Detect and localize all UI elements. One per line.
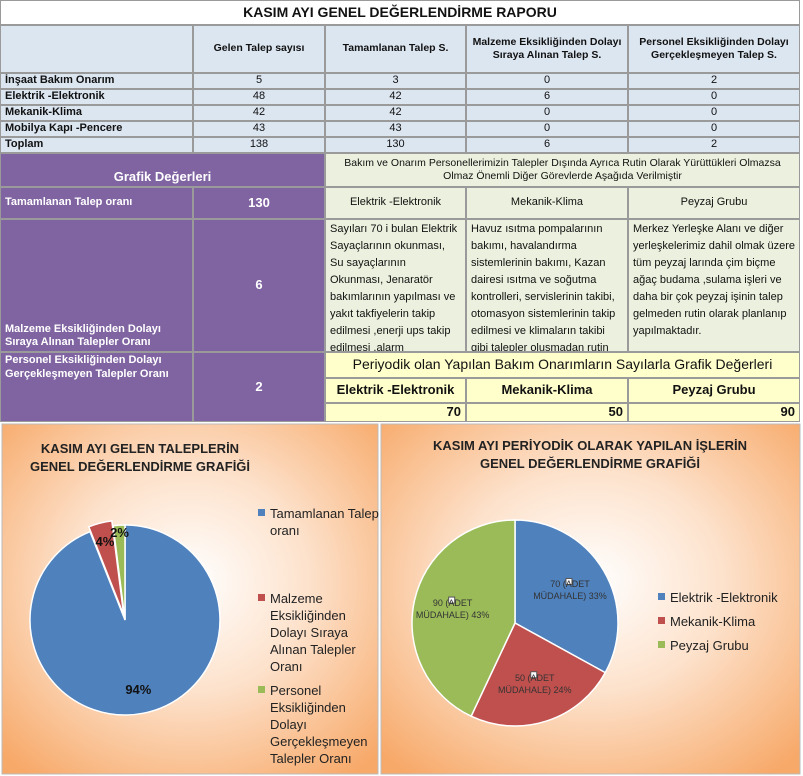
label-marker bbox=[448, 596, 456, 604]
graph-value: 130 bbox=[193, 187, 325, 219]
group-text: Sayıları 70 i bulan Elektrik Sayaçlarını… bbox=[325, 219, 466, 352]
table-value: 6 bbox=[466, 137, 628, 153]
legend-label: Elektrik -Elektronik bbox=[670, 590, 778, 605]
table-value: 5 bbox=[193, 73, 325, 89]
row-label: Mobilya Kapı -Pencere bbox=[0, 121, 193, 137]
table-value: 0 bbox=[466, 73, 628, 89]
periodic-value: 70 bbox=[325, 403, 466, 422]
data-label: 94% bbox=[125, 681, 152, 697]
group-name: Elektrik -Elektronik bbox=[325, 187, 466, 219]
data-label: 4% bbox=[95, 533, 115, 549]
row-label: Mekanik-Klima bbox=[0, 105, 193, 121]
label-marker bbox=[565, 577, 573, 585]
table-value: 48 bbox=[193, 89, 325, 105]
row-label: İnşaat Bakım Onarım bbox=[0, 73, 193, 89]
group-name: Peyzaj Grubu bbox=[628, 378, 800, 403]
data-label: 2% bbox=[110, 524, 129, 540]
group-name: Mekanik-Klima bbox=[466, 378, 628, 403]
table-value: 0 bbox=[628, 121, 800, 137]
row-label: Personel Eksikliğinden Dolayı Gerçekleşm… bbox=[0, 352, 193, 422]
table-value: 42 bbox=[325, 105, 466, 121]
group-text: Havuz ısıtma pompalarının bakımı, havala… bbox=[466, 219, 628, 352]
label-marker bbox=[530, 671, 538, 679]
pie-slice bbox=[470, 621, 607, 727]
legend-label: Tamamlanan Talep oranı bbox=[270, 506, 379, 538]
legend-key bbox=[258, 509, 265, 516]
header-blank bbox=[0, 25, 193, 73]
legend-key bbox=[658, 593, 665, 600]
section-title: Grafik Değerleri bbox=[0, 153, 325, 187]
table-value: 43 bbox=[193, 121, 325, 137]
group-name: Mekanik-Klima bbox=[466, 187, 628, 219]
legend-key bbox=[658, 641, 665, 648]
chart-title: KASIM AYI GELEN TALEPLERİN GENEL DEĞERLE… bbox=[29, 441, 251, 474]
pie-slice bbox=[411, 519, 516, 718]
group-name: Elektrik -Elektronik bbox=[325, 378, 466, 403]
group-name: Peyzaj Grubu bbox=[628, 187, 800, 219]
table-value: 0 bbox=[628, 105, 800, 121]
legend-label: Peyzaj Grubu bbox=[670, 638, 749, 653]
table-value: 0 bbox=[466, 121, 628, 137]
periodic-value: 50 bbox=[466, 403, 628, 422]
table-value: 0 bbox=[466, 105, 628, 121]
table-value: 43 bbox=[325, 121, 466, 137]
row-label: Malzeme Eksikliğinden Dolayı Sıraya Alın… bbox=[0, 219, 193, 352]
table-value: 2 bbox=[628, 137, 800, 153]
legend-label: Mekanik-Klima bbox=[670, 614, 756, 629]
legend-key bbox=[258, 594, 265, 601]
legend-label: Personel Eksikliğinden Dolayı Gerçekleşm… bbox=[270, 683, 368, 766]
section-title: Bakım ve Onarım Personellerimizin Talepl… bbox=[325, 153, 800, 187]
row-label: Elektrik -Elektronik bbox=[0, 89, 193, 105]
report-title: KASIM AYI GENEL DEĞERLENDİRME RAPORU bbox=[0, 0, 800, 25]
legend-key bbox=[658, 617, 665, 624]
legend-label: Malzeme Eksikliğinden Dolayı Sıraya Alın… bbox=[270, 591, 356, 674]
periodic-value: 90 bbox=[628, 403, 800, 422]
table-value: 6 bbox=[466, 89, 628, 105]
row-label: Toplam bbox=[0, 137, 193, 153]
table-value: 0 bbox=[628, 89, 800, 105]
graph-value: 6 bbox=[193, 219, 325, 352]
table-value: 3 bbox=[325, 73, 466, 89]
row-label: Tamamlanan Talep oranı bbox=[0, 187, 193, 219]
data-label: 50 (ADET MÜDAHALE) 24% bbox=[497, 672, 572, 695]
pie-slice bbox=[112, 524, 126, 621]
pie-slice bbox=[87, 520, 125, 616]
table-value: 42 bbox=[193, 105, 325, 121]
column-header: Malzeme Eksikliğinden Dolayı Sıraya Alın… bbox=[466, 25, 628, 73]
column-header: Gelen Talep sayısı bbox=[193, 25, 325, 73]
group-text: Merkez Yerleşke Alanı ve diğer yerleşkel… bbox=[628, 219, 800, 352]
table-value: 42 bbox=[325, 89, 466, 105]
data-label: 70 (ADET MÜDAHALE) 33% bbox=[533, 579, 607, 602]
table-value: 2 bbox=[628, 73, 800, 89]
data-label: 90 (ADET MÜDAHALE) 43% bbox=[415, 598, 490, 621]
column-header: Personel Eksikliğinden Dolayı Gerçekleşm… bbox=[628, 25, 800, 73]
charts-area bbox=[1, 423, 801, 775]
column-header: Tamamlanan Talep S. bbox=[325, 25, 466, 73]
pie-slice bbox=[514, 519, 619, 674]
table-value: 130 bbox=[325, 137, 466, 153]
legend-key bbox=[258, 686, 265, 693]
chart-title: KASIM AYI PERİYODİK OLARAK YAPILAN İŞLER… bbox=[433, 438, 747, 471]
section-title: Periyodik olan Yapılan Bakım Onarımların… bbox=[325, 352, 800, 378]
graph-value: 2 bbox=[193, 352, 325, 422]
table-value: 138 bbox=[193, 137, 325, 153]
